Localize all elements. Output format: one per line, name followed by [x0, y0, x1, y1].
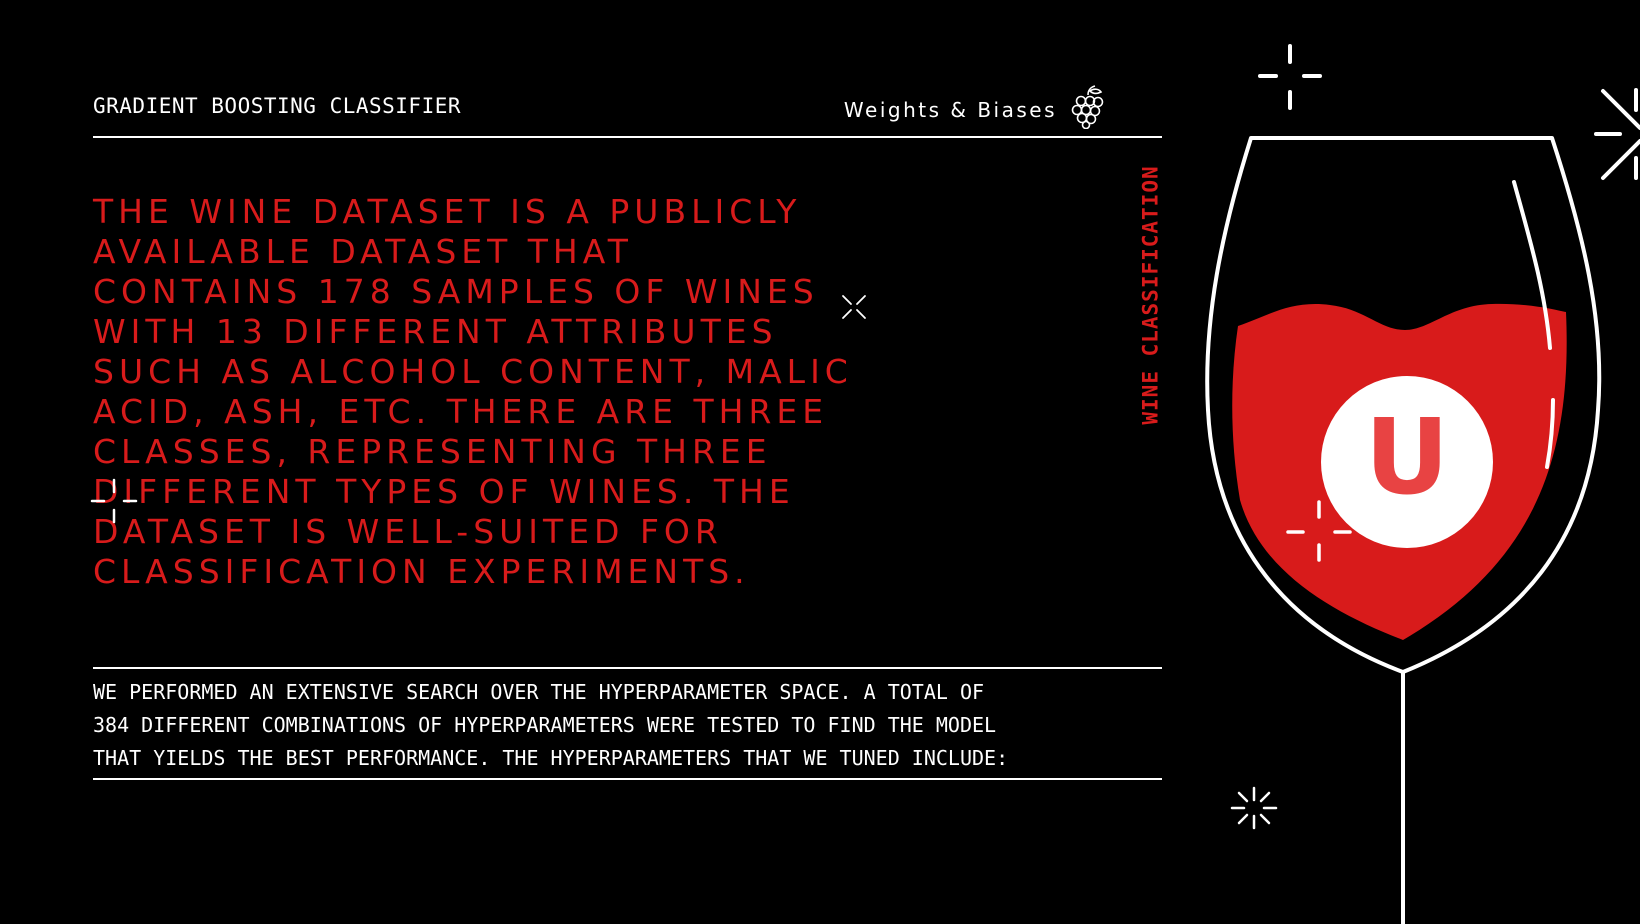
brand-name: Weights & Biases — [843, 97, 1057, 122]
header-divider — [93, 136, 1162, 138]
body-line: WE PERFORMED AN EXTENSIVE SEARCH OVER TH… — [93, 680, 985, 704]
headline-line: SUCH AS ALCOHOL CONTENT, MALIC — [93, 352, 853, 391]
body-bottom-divider — [93, 778, 1162, 780]
headline-line: AVAILABLE DATASET THAT — [93, 232, 633, 271]
headline-line: DIFFERENT TYPES OF WINES. THE — [93, 472, 795, 511]
hyperparameter-description: WE PERFORMED AN EXTENSIVE SEARCH OVER TH… — [93, 676, 1213, 775]
headline-line: DATASET IS WELL-SUITED FOR — [93, 512, 723, 551]
glass-highlight — [1512, 180, 1552, 350]
headline-line: CLASSIFICATION EXPERIMENTS. — [93, 552, 750, 591]
page-title: GRADIENT BOOSTING CLASSIFIER — [93, 94, 462, 118]
headline-line: CONTAINS 178 SAMPLES OF WINES — [93, 272, 819, 311]
body-line: 384 DIFFERENT COMBINATIONS OF HYPERPARAM… — [93, 713, 997, 737]
headline-line: THE WINE DATASET IS A PUBLICLY — [93, 192, 802, 231]
headline-line: ACID, ASH, ETC. THERE ARE THREE — [93, 392, 829, 431]
badge-letter: U — [1364, 396, 1450, 518]
headline-line: CLASSES, REPRESENTING THREE — [93, 432, 772, 471]
brand: Weights & Biases — [844, 85, 1105, 134]
grapes-icon — [1071, 85, 1105, 134]
dataset-description: THE WINE DATASET IS A PUBLICLY AVAILABLE… — [93, 192, 993, 592]
badge-circle — [1321, 376, 1493, 548]
body-line: THAT YIELDS THE BEST PERFORMANCE. THE HY… — [93, 746, 1009, 770]
headline-line: WITH 13 DIFFERENT ATTRIBUTES — [93, 312, 778, 351]
body-top-divider — [93, 667, 1162, 669]
glass-bowl — [1205, 136, 1602, 674]
glass-highlight — [1545, 398, 1555, 469]
